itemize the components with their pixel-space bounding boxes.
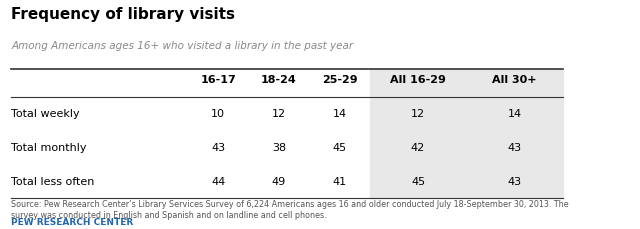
Text: 43: 43 — [508, 177, 522, 187]
Text: 49: 49 — [271, 177, 286, 187]
Text: 38: 38 — [272, 143, 286, 153]
Text: 14: 14 — [332, 109, 346, 119]
Text: Frequency of library visits: Frequency of library visits — [12, 7, 236, 22]
Text: All 16-29: All 16-29 — [390, 75, 446, 85]
Text: 16-17: 16-17 — [200, 75, 236, 85]
Text: Total monthly: Total monthly — [12, 143, 87, 153]
Text: Total weekly: Total weekly — [12, 109, 80, 119]
Text: Among Americans ages 16+ who visited a library in the past year: Among Americans ages 16+ who visited a l… — [12, 41, 353, 51]
Bar — [370, 69, 563, 198]
Text: 14: 14 — [508, 109, 522, 119]
Text: 10: 10 — [211, 109, 225, 119]
Text: 25-29: 25-29 — [322, 75, 357, 85]
Text: 43: 43 — [211, 143, 225, 153]
Text: 12: 12 — [272, 109, 286, 119]
Text: 45: 45 — [411, 177, 425, 187]
Text: Source: Pew Research Center’s Library Services Survey of 6,224 Americans ages 16: Source: Pew Research Center’s Library Se… — [12, 200, 569, 220]
Text: 18-24: 18-24 — [261, 75, 297, 85]
Text: 42: 42 — [411, 143, 425, 153]
Text: 12: 12 — [411, 109, 425, 119]
Text: 44: 44 — [211, 177, 225, 187]
Text: All 30+: All 30+ — [492, 75, 537, 85]
Text: PEW RESEARCH CENTER: PEW RESEARCH CENTER — [12, 218, 134, 227]
Text: 43: 43 — [508, 143, 522, 153]
Text: 45: 45 — [332, 143, 346, 153]
Text: Total less often: Total less often — [12, 177, 95, 187]
Text: 41: 41 — [332, 177, 346, 187]
